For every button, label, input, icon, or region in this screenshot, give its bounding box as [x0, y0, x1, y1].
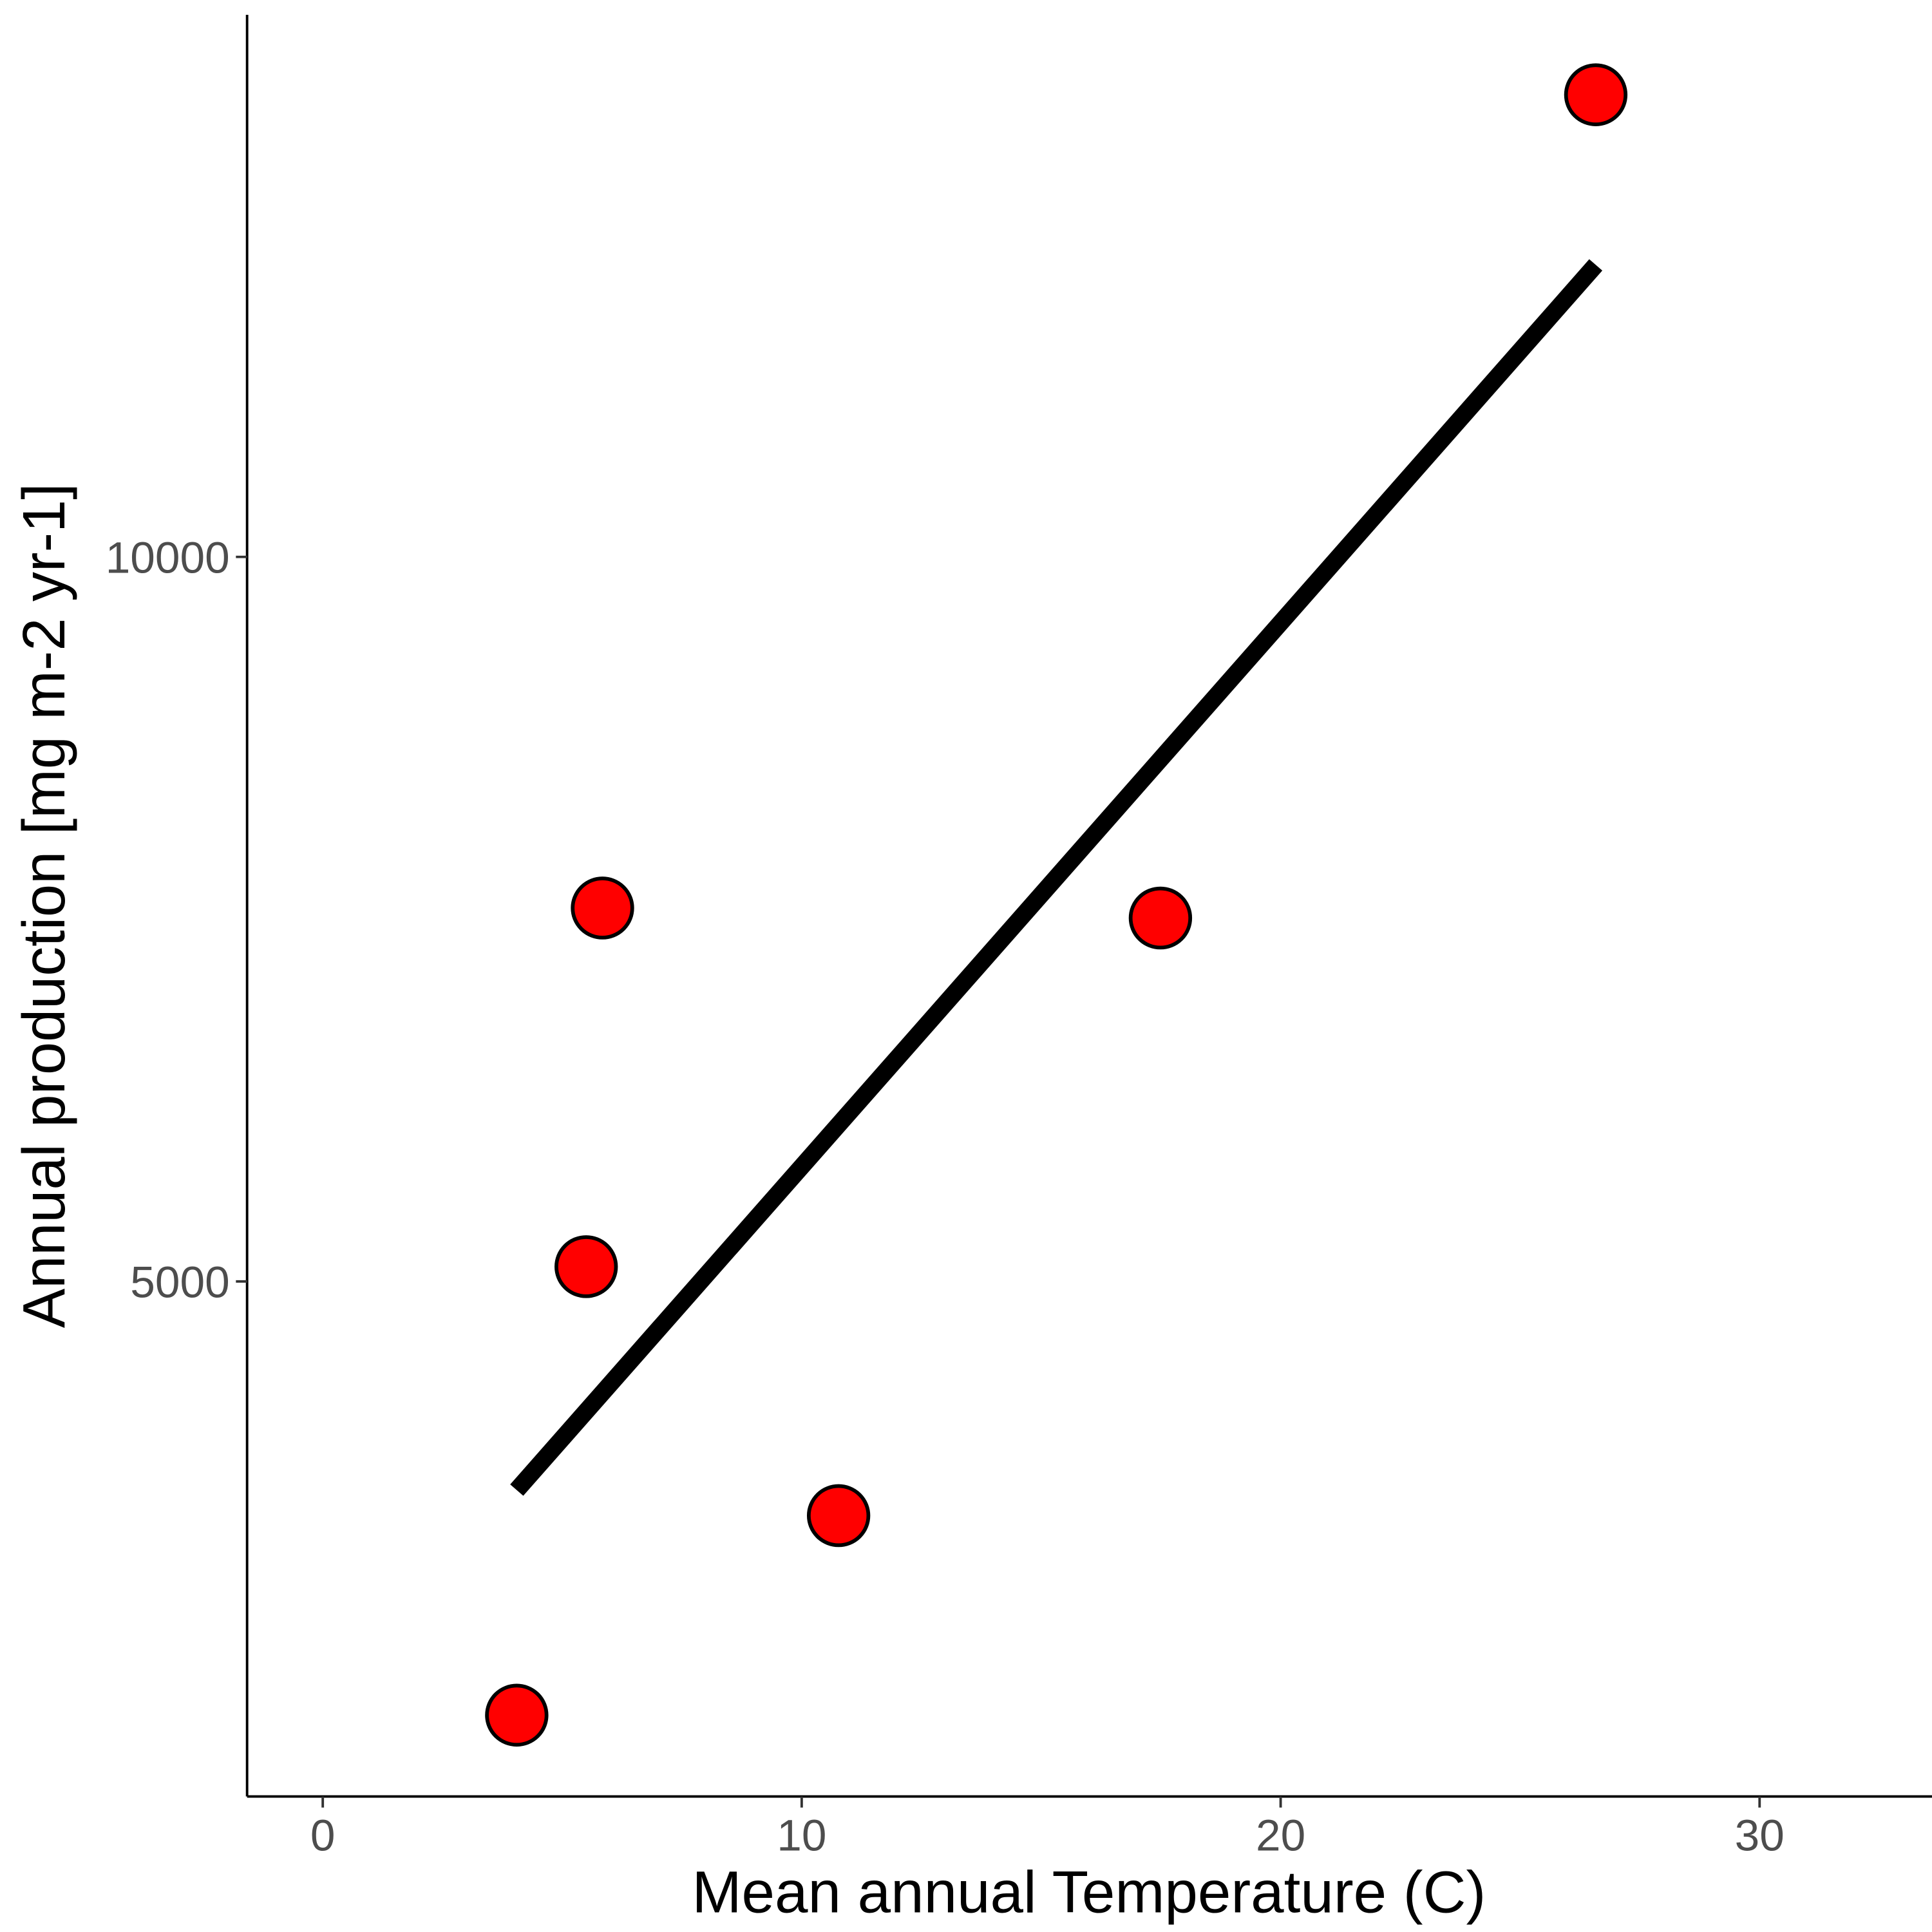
point [485, 1683, 549, 1747]
y-tick-label: 10000 [106, 533, 230, 583]
point [554, 1235, 618, 1298]
x-tick-label: 0 [310, 1810, 336, 1861]
x-tick-label: 30 [1735, 1810, 1785, 1861]
x-tick-label: 20 [1256, 1810, 1305, 1861]
point [1128, 886, 1193, 950]
fit-line [510, 259, 1603, 1496]
point [806, 1484, 871, 1548]
point [571, 876, 634, 940]
y-axis-title: Annual production [mg m-2 yr-1] [11, 483, 77, 1328]
x-tick-label: 10 [777, 1810, 826, 1861]
point [1564, 63, 1628, 126]
y-tick-label: 5000 [130, 1257, 229, 1307]
x-axis-title: Mean annual Temperature (C) [692, 1859, 1486, 1926]
